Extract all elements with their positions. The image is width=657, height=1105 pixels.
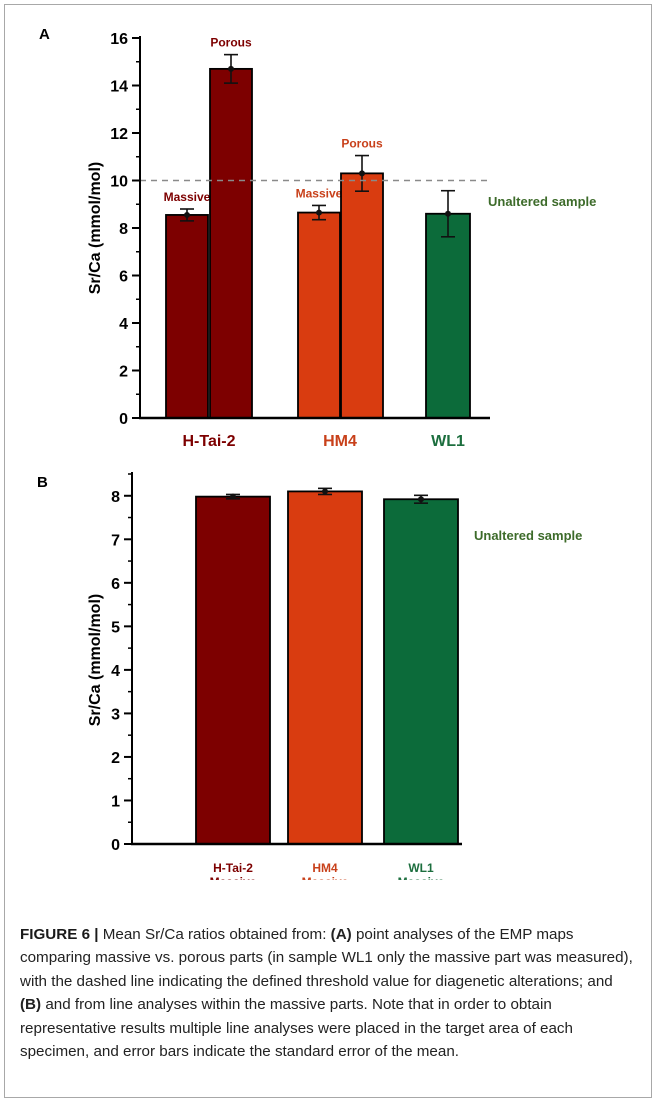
chart-b-bar-0-mean-marker (230, 494, 236, 500)
chart-b-category-label: Massive (210, 875, 257, 880)
chart-b-bar (384, 499, 458, 844)
chart-a-bar-2-mean-marker (316, 210, 322, 216)
chart-a-ytick-label: 2 (119, 364, 128, 381)
chart-b-ytick-label: 5 (111, 619, 120, 636)
chart-a-bar-3-mean-marker (359, 170, 365, 176)
chart-a-ytick-label: 12 (110, 126, 128, 143)
chart-a-bar (298, 213, 340, 418)
chart-a-ylabel: Sr/Ca (mmol/mol) (87, 162, 104, 294)
chart-b-category-label: Massive (398, 875, 445, 880)
caption-bold-a: (A) (331, 926, 352, 943)
chart-b-bar (288, 491, 362, 844)
chart-b-ytick-label: 0 (111, 837, 120, 854)
chart-a-bar (426, 214, 470, 418)
chart-a-bar-label: Porous (341, 137, 383, 151)
chart-b-ytick-label: 1 (111, 793, 120, 810)
chart-a-bar (341, 173, 383, 418)
chart-a-group-label: H-Tai-2 (182, 433, 235, 450)
chart-b-bar (196, 497, 270, 844)
chart-a-bar-4-mean-marker (445, 211, 451, 217)
chart-a-group-label: WL1 (431, 433, 465, 450)
chart-a-ytick-label: 8 (119, 221, 128, 238)
chart-b-ylabel: Sr/Ca (mmol/mol) (87, 594, 104, 726)
chart-b-bar-1-mean-marker (322, 488, 328, 494)
chart-a-ytick-label: 14 (110, 79, 128, 96)
chart-b-category-label: H-Tai-2 (213, 861, 253, 875)
caption-label: FIGURE 6 | (20, 926, 99, 943)
chart-a-ytick-label: 10 (110, 174, 128, 191)
chart-b-ytick-label: 4 (111, 663, 120, 680)
chart-a-bar-0-mean-marker (184, 212, 190, 218)
panel-a-label: A (39, 26, 50, 43)
figure-caption: FIGURE 6 | Mean Sr/Ca ratios obtained fr… (20, 923, 638, 1063)
chart-b: B012345678H-Tai-2MassiveHM4MassiveWL1Mas… (0, 460, 657, 880)
chart-a-bar-1-mean-marker (228, 66, 234, 72)
chart-b-ytick-label: 8 (111, 489, 120, 506)
caption-bold-b: (B) (20, 996, 41, 1013)
chart-b-category-label: HM4 (312, 861, 338, 875)
chart-b-bar-2-mean-marker (418, 496, 424, 502)
chart-b-category-label: WL1 (408, 861, 434, 875)
chart-a-annotation: Unaltered sample (488, 194, 596, 209)
chart-b-ytick-label: 2 (111, 750, 120, 767)
chart-a-ytick-label: 0 (119, 411, 128, 428)
chart-a-ytick-label: 16 (110, 31, 128, 48)
chart-a-bar-label: Massive (296, 186, 343, 200)
chart-a-group-label: HM4 (323, 433, 357, 450)
chart-b-ytick-label: 6 (111, 576, 120, 593)
chart-b-ytick-label: 7 (111, 532, 120, 549)
chart-b-annotation: Unaltered sample (474, 528, 582, 543)
chart-a-bar-label: Massive (164, 190, 211, 204)
caption-text-3: and from line analyses within the massiv… (20, 996, 573, 1060)
panel-b-label: B (37, 474, 48, 491)
chart-a-bar (210, 69, 252, 418)
chart-b-ytick-label: 3 (111, 706, 120, 723)
caption-text-1: Mean Sr/Ca ratios obtained from: (99, 926, 331, 943)
chart-a-ytick-label: 4 (119, 316, 128, 333)
chart-a: A 0 2 4 6 8 10 12 14 16 Massive Porous Massive Porous… (0, 0, 657, 470)
chart-a-bar (166, 215, 208, 418)
chart-a-ytick-label: 6 (119, 269, 128, 286)
chart-b-category-label: Massive (302, 875, 349, 880)
chart-a-bar-label: Porous (210, 36, 252, 50)
